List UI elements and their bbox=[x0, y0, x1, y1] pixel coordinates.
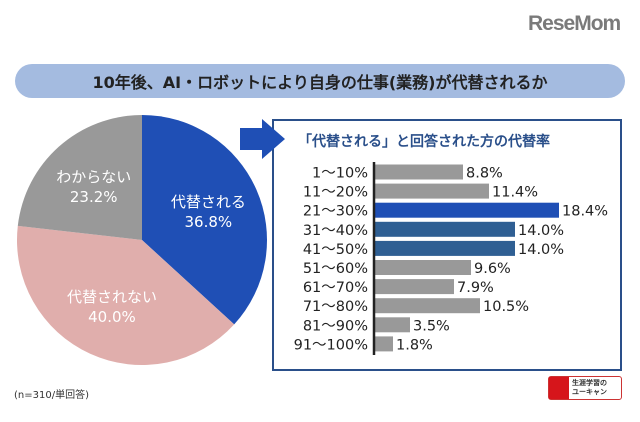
main-title: 10年後、AI・ロボットにより自身の仕事(業務)が代替されるか bbox=[92, 73, 548, 92]
bar bbox=[375, 317, 410, 333]
bar bbox=[375, 221, 515, 237]
bar bbox=[375, 260, 471, 275]
bar-category-label: 31～40% bbox=[303, 223, 368, 239]
sponsor-line1: 生涯学習の bbox=[572, 379, 607, 387]
sponsor-line2: ユーキャン bbox=[572, 388, 607, 396]
pie-label: 代替されない bbox=[67, 288, 157, 306]
chart-title-banner: 10年後、AI・ロボットにより自身の仕事(業務)が代替されるか bbox=[15, 64, 625, 98]
bar bbox=[375, 336, 393, 352]
pie-value-label: 23.2% bbox=[70, 188, 118, 206]
pie-slice bbox=[142, 115, 267, 325]
bar-value-label: 10.5% bbox=[483, 299, 529, 315]
bar-category-label: 41～50% bbox=[303, 242, 368, 258]
bar-value-label: 9.6% bbox=[474, 261, 511, 277]
pie-label: わからない bbox=[56, 168, 131, 186]
bar-category-label: 61～70% bbox=[303, 280, 368, 296]
bar-category-label: 81～90% bbox=[303, 318, 368, 334]
bar-value-label: 11.4% bbox=[492, 185, 538, 201]
sample-note: (n=310/単回答) bbox=[14, 390, 89, 401]
ucan-logo: 生涯学習の ユーキャン bbox=[548, 376, 622, 400]
arrow-icon bbox=[240, 119, 285, 159]
bar bbox=[375, 202, 559, 218]
pie-value-label: 40.0% bbox=[88, 308, 136, 326]
bar-value-label: 1.8% bbox=[396, 337, 433, 353]
bar-category-label: 21～30% bbox=[303, 204, 368, 220]
bar-chart-title: 「代替される」と回答された方の代替率 bbox=[298, 133, 550, 150]
bar-category-label: 1～10% bbox=[312, 166, 368, 182]
bar-value-label: 14.0% bbox=[518, 242, 564, 258]
bar-value-label: 14.0% bbox=[518, 223, 564, 239]
bar-category-label: 71～80% bbox=[303, 299, 368, 315]
pie-slice bbox=[17, 115, 143, 240]
bar-category-label: 51～60% bbox=[303, 261, 368, 277]
bar-value-label: 7.9% bbox=[457, 280, 494, 296]
bar bbox=[375, 240, 515, 256]
bar-value-label: 18.4% bbox=[562, 204, 608, 220]
pie-label: 代替される bbox=[171, 193, 246, 211]
bar bbox=[375, 164, 463, 180]
pie-slice bbox=[17, 225, 235, 365]
bar-category-label: 91～100% bbox=[294, 337, 368, 353]
bar-category-label: 11～20% bbox=[303, 185, 368, 201]
bar-value-label: 8.8% bbox=[466, 166, 503, 182]
bar bbox=[375, 279, 454, 295]
bar bbox=[375, 183, 489, 199]
bar-value-label: 3.5% bbox=[413, 318, 450, 334]
bar bbox=[375, 298, 480, 314]
pie-value-label: 36.8% bbox=[185, 213, 233, 231]
resemom-logo: ReseMom bbox=[528, 12, 621, 35]
